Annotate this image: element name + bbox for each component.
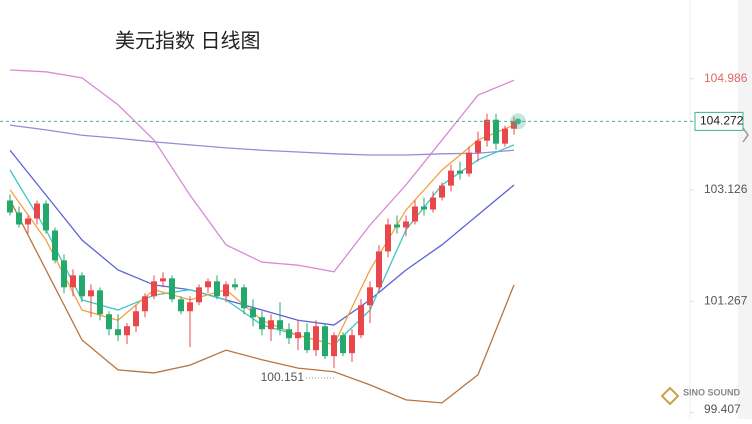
candle-body [268, 320, 274, 330]
candle-body [223, 284, 229, 297]
candle-body [376, 251, 382, 288]
candle-body [286, 329, 292, 339]
candle-body [250, 308, 256, 318]
candle-body [151, 281, 157, 297]
candle-body [448, 170, 454, 186]
candle-body [340, 335, 346, 354]
candle-body [394, 224, 400, 228]
last-price-box [694, 111, 744, 131]
last-price-label: 104.272 [700, 114, 744, 128]
candle-body [70, 275, 76, 288]
watermark-logo [660, 386, 680, 406]
candle-body [502, 128, 508, 144]
candle-body [277, 320, 283, 330]
candle-body [475, 140, 481, 153]
candle-body [43, 203, 49, 231]
candle-body [304, 332, 310, 351]
indicator-line [9, 199, 515, 404]
candle-body [412, 206, 418, 222]
candle-body [133, 311, 139, 327]
indicator-line [9, 69, 515, 273]
candle-body [88, 290, 94, 297]
candle-body [322, 326, 328, 357]
expand-arrow[interactable] [742, 127, 749, 143]
candle-body [196, 287, 202, 303]
candle-body [484, 119, 490, 141]
candle-body [511, 121, 517, 129]
candle-body [79, 275, 85, 297]
candle-body [259, 317, 265, 330]
y-tick-label: 104.986 [704, 71, 748, 85]
candle-body [241, 287, 247, 309]
candle-body [205, 281, 211, 288]
candle-body [178, 299, 184, 312]
candle-body [34, 203, 40, 219]
candle-body [457, 170, 463, 174]
candle-body [97, 290, 103, 315]
candle-body [430, 197, 436, 210]
last-price-dot [515, 118, 521, 125]
candle-body [232, 284, 238, 288]
candle-body [160, 278, 166, 282]
candle-body [331, 335, 337, 357]
candle-body [349, 335, 355, 354]
candle-body [16, 212, 22, 225]
candle-body [25, 218, 31, 225]
candle-body [295, 332, 301, 339]
candle-body [466, 152, 472, 174]
chart-title: 美元指数 日线图 [115, 29, 261, 52]
y-tick-label: 103.126 [704, 182, 748, 196]
candle-body [106, 314, 112, 330]
candle-body [358, 305, 364, 336]
y-tick-label: 99.407 [704, 402, 741, 416]
side-panel [738, 0, 752, 419]
candle-body [61, 260, 67, 288]
low-label: 100.151 [261, 370, 305, 384]
indicator-line [9, 149, 515, 326]
candle-body [214, 281, 220, 297]
candle-body [7, 200, 13, 213]
indicator-line [9, 124, 515, 156]
candle-body [367, 287, 373, 306]
candle-body [493, 119, 499, 144]
candle-body [313, 326, 319, 351]
candle-body [187, 302, 193, 312]
candle-body [403, 221, 409, 228]
watermark: SINO SOUND [683, 387, 741, 397]
candle-body [169, 278, 175, 300]
candle-body [124, 326, 130, 336]
y-tick-label: 101.267 [704, 293, 748, 307]
candle-body [439, 185, 445, 198]
candle-body [115, 329, 121, 336]
candle-body [421, 206, 427, 210]
candle-body [385, 224, 391, 252]
candle-body [52, 230, 58, 261]
candle-body [142, 296, 148, 312]
